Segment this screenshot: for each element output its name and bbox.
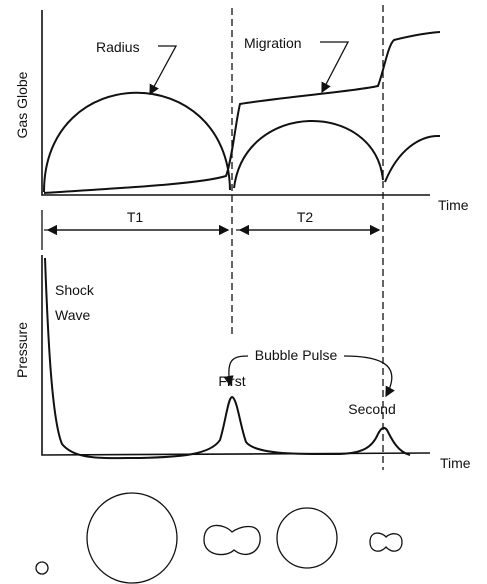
y-axis-label: Gas Globe (14, 71, 30, 138)
radius-curve (43, 91, 231, 193)
first-label: First (218, 373, 245, 389)
radius-curve (384, 134, 441, 183)
leader-arrow (149, 45, 178, 96)
pulse-label: Bubble Pulse (255, 347, 338, 363)
leader-arrow (320, 41, 350, 94)
bubble (276, 507, 338, 569)
interval-scale: T1 T2 (41, 209, 381, 250)
bubble (86, 492, 178, 584)
x-axis-label: Time (440, 455, 471, 471)
migration-curve (43, 31, 441, 194)
collapsed-bubble (369, 532, 403, 552)
interval-label: T2 (297, 209, 314, 225)
second-label: Second (348, 401, 395, 417)
axes (41, 255, 431, 456)
x-axis-label: Time (438, 197, 469, 213)
leader-arrow (343, 355, 395, 398)
pressure-panel: Pressure Time Shock Wave Bubble Pulse Fi… (14, 255, 471, 471)
axes (41, 10, 430, 196)
radius-curve (233, 120, 384, 189)
y-axis-label: Pressure (14, 322, 30, 378)
collapsed-bubble (203, 524, 261, 556)
bubble-shapes (35, 492, 403, 584)
interval-label: T1 (127, 209, 144, 225)
migration-label: Migration (244, 35, 302, 51)
bubble (35, 561, 49, 575)
pressure-curve (44, 257, 411, 460)
shock-label: Shock (55, 282, 95, 298)
leader-arrow (223, 355, 249, 387)
shock-label: Wave (55, 307, 90, 323)
gas-globe-panel: Gas Globe Time Radius Migration (14, 10, 469, 213)
radius-label: Radius (96, 39, 140, 55)
